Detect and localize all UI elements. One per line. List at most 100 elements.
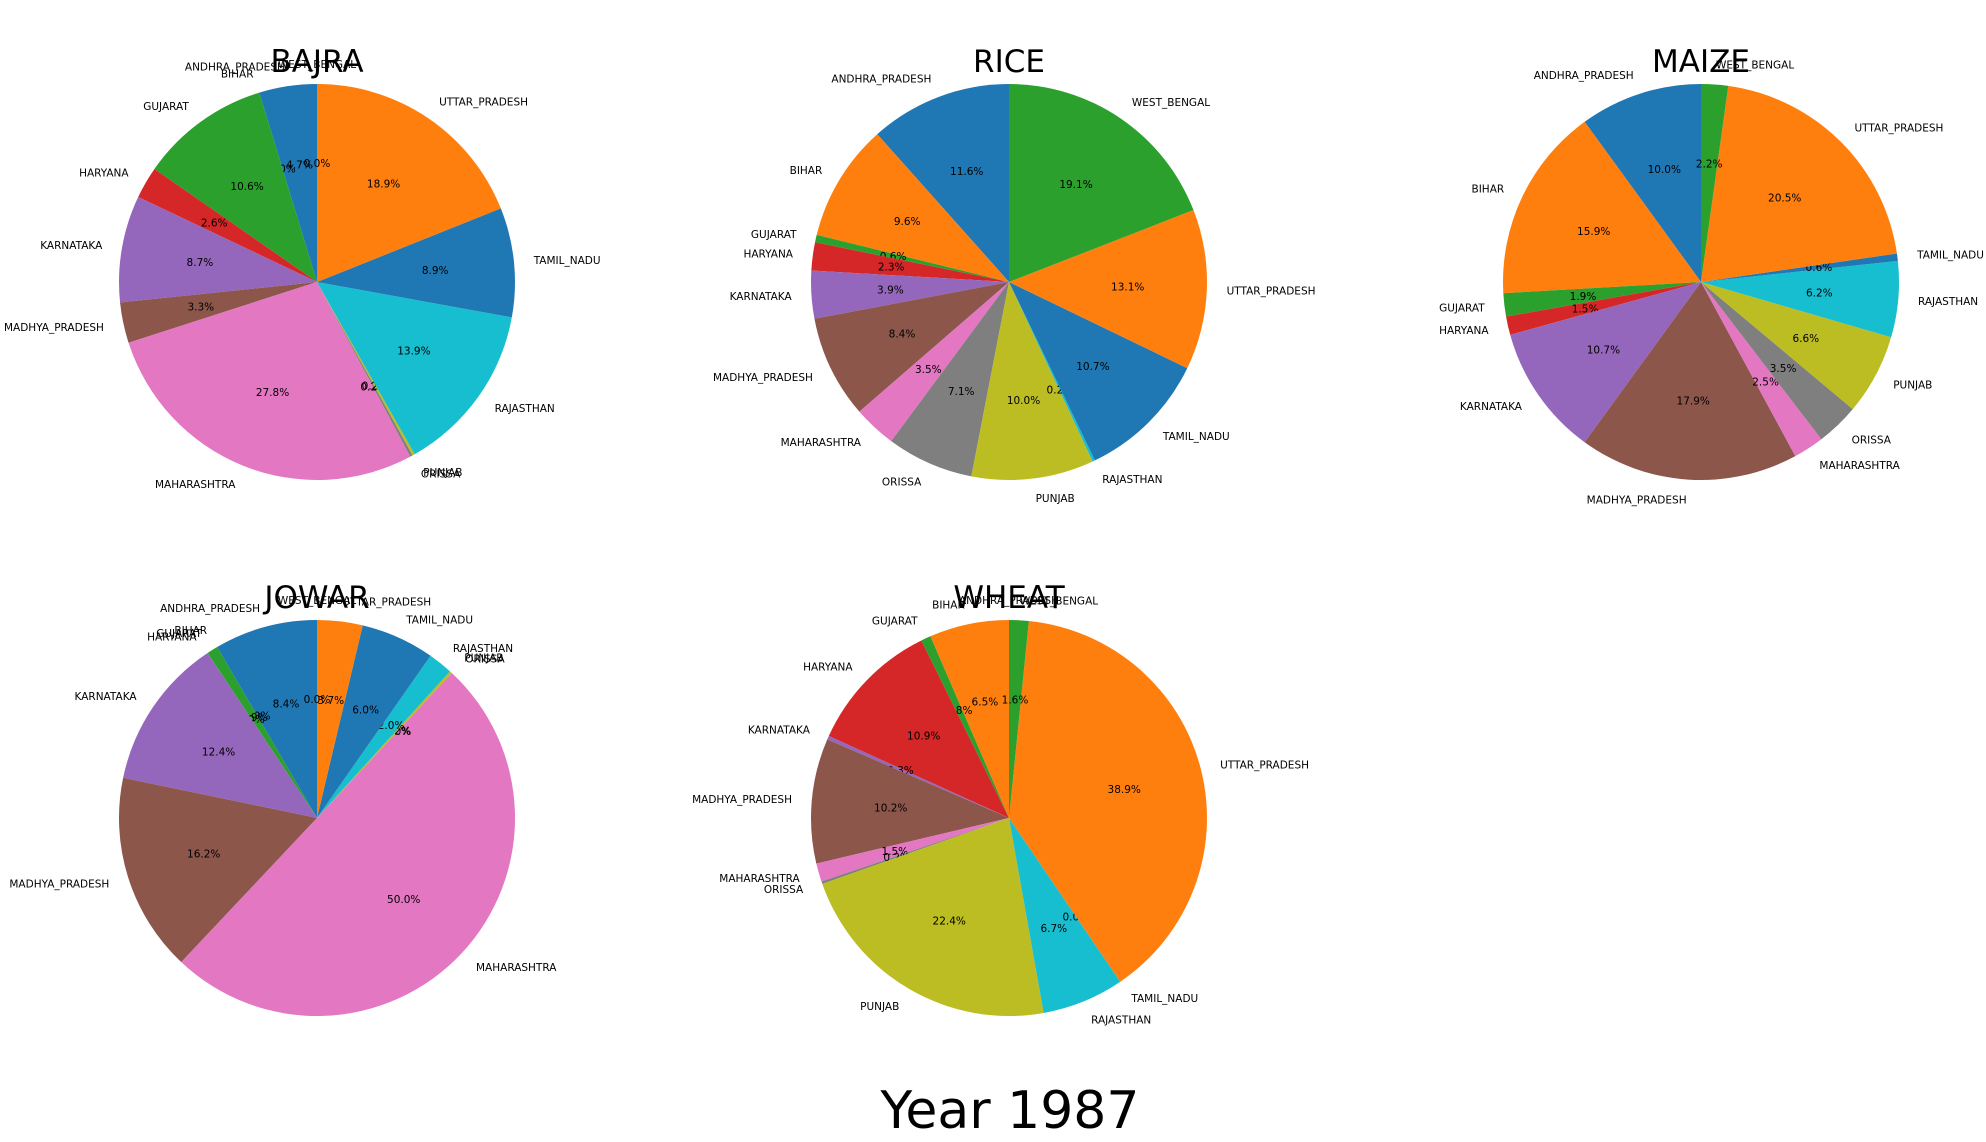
pie-slice-maharashtra: [128, 282, 411, 480]
slice-label-maharashtra: MAHARASHTRA: [476, 962, 557, 974]
slice-pct-west-bengal: 19.1%: [1059, 179, 1092, 191]
slice-label-bihar: BIHAR: [1472, 184, 1505, 196]
pie-slice-karnataka: [119, 196, 318, 303]
slice-label-west-bengal: WEST_BENGAL: [1716, 60, 1794, 72]
pie-slice-gujarat: [1503, 282, 1701, 317]
slice-pct-orissa: 7.1%: [948, 386, 975, 398]
pie-slice-orissa: [317, 282, 413, 457]
slice-label-maharashtra: MAHARASHTRA: [1819, 460, 1900, 472]
slice-label-bihar: BIHAR: [932, 600, 965, 612]
slice-label-andhra-pradesh: ANDHRA_PRADESH: [959, 595, 1059, 607]
slice-label-karnataka: KARNATAKA: [748, 725, 811, 737]
pie-slice-punjab: [317, 671, 452, 818]
slice-label-rajasthan: RAJASTHAN: [495, 403, 555, 415]
slice-label-gujarat: GUJARAT: [872, 615, 918, 627]
slice-label-punjab: PUNJAB: [464, 653, 503, 665]
pie-jowar: JOWARANDHRA_PRADESH8.4%BIHAR0.0%GUJARAT0…: [9, 580, 557, 1017]
pie-slice-gujarat: [154, 92, 317, 282]
slice-pct-uttar-pradesh: 18.9%: [367, 179, 400, 191]
slice-label-andhra-pradesh: ANDHRA_PRADESH: [185, 62, 285, 74]
pie-slice-west-bengal: [1701, 84, 1729, 282]
slice-pct-rajasthan: 2.0%: [378, 720, 405, 732]
slice-pct-rajasthan: 13.9%: [397, 346, 430, 358]
slice-label-gujarat: GUJARAT: [143, 101, 189, 113]
pie-slice-maharashtra: [181, 673, 516, 1017]
slice-pct-west-bengal: 0.0%: [304, 158, 331, 170]
slice-pct-west-bengal: 0.0%: [304, 694, 331, 706]
slice-label-haryana: HARYANA: [803, 661, 853, 673]
slice-label-tamil-nadu: TAMIL_NADU: [1162, 431, 1230, 443]
slice-pct-madhya-pradesh: 10.2%: [874, 803, 907, 815]
pie-title: JOWAR: [262, 580, 369, 616]
pie-slice-punjab: [971, 282, 1093, 480]
pie-slice-karnataka: [810, 270, 1009, 319]
slice-label-punjab: PUNJAB: [860, 1001, 899, 1013]
pie-slice-karnataka: [827, 735, 1009, 818]
pie-slice-andhra-pradesh: [877, 84, 1009, 282]
pie-title: MAIZE: [1652, 44, 1750, 80]
pie-slice-rajasthan: [1009, 282, 1095, 462]
slice-pct-karnataka: 10.7%: [1587, 345, 1620, 357]
slice-label-west-bengal: WEST_BENGAL: [278, 595, 356, 607]
slice-label-maharashtra: MAHARASHTRA: [781, 437, 862, 449]
slice-label-tamil-nadu: TAMIL_NADU: [1916, 250, 1984, 262]
pie-title: BAJRA: [270, 44, 363, 80]
slice-label-uttar-pradesh: UTTAR_PRADESH: [1227, 286, 1316, 298]
slice-pct-gujarat: 10.6%: [230, 181, 263, 193]
slice-label-haryana: HARYANA: [147, 632, 197, 644]
pie-slice-orissa: [891, 282, 1009, 477]
slice-pct-west-bengal: 1.6%: [1002, 694, 1029, 706]
slice-pct-uttar-pradesh: 3.7%: [317, 695, 344, 707]
pie-slice-andhra-pradesh: [1584, 84, 1701, 282]
slice-label-madhya-pradesh: MADHYA_PRADESH: [692, 794, 792, 806]
pie-slice-andhra-pradesh: [217, 620, 317, 818]
pie-slice-tamil-nadu: [1701, 253, 1898, 282]
slice-pct-tamil-nadu: 10.7%: [1076, 361, 1109, 373]
slice-label-madhya-pradesh: MADHYA_PRADESH: [9, 879, 109, 891]
pie-slice-haryana: [828, 640, 1009, 818]
slice-pct-haryana: 10.9%: [907, 730, 940, 742]
pie-slice-rajasthan: [317, 282, 512, 455]
slice-label-west-bengal: WEST_BENGAL: [1020, 596, 1098, 608]
slice-pct-tamil-nadu: 6.0%: [352, 705, 379, 717]
pie-slice-rajasthan: [1009, 818, 1121, 1013]
slice-label-gujarat: GUJARAT: [156, 628, 202, 640]
slice-label-orissa: ORISSA: [882, 476, 922, 488]
slice-pct-bihar: 9.6%: [894, 216, 921, 228]
slice-label-andhra-pradesh: ANDHRA_PRADESH: [160, 603, 260, 615]
slice-pct-andhra-pradesh: 11.6%: [950, 166, 983, 178]
slice-label-gujarat: GUJARAT: [1439, 302, 1485, 314]
slice-pct-bihar: 15.9%: [1577, 226, 1610, 238]
pie-slice-madhya-pradesh: [120, 282, 317, 343]
slice-label-west-bengal: WEST_BENGAL: [278, 59, 356, 71]
pie-slice-madhya-pradesh: [118, 777, 318, 963]
pie-slice-uttar-pradesh: [317, 84, 501, 282]
pie-slice-madhya-pradesh: [814, 282, 1009, 412]
pie-slice-bihar: [816, 134, 1009, 282]
slice-pct-maharashtra: 3.5%: [915, 364, 942, 376]
slice-label-maharashtra: MAHARASHTRA: [719, 873, 800, 885]
slice-pct-karnataka: 12.4%: [202, 746, 235, 758]
pie-slice-madhya-pradesh: [810, 739, 1009, 864]
pie-slice-uttar-pradesh: [1701, 85, 1897, 282]
pie-title: RICE: [973, 44, 1045, 80]
slice-label-tamil-nadu: TAMIL_NADU: [1130, 993, 1198, 1005]
slice-label-tamil-nadu: TAMIL_NADU: [405, 614, 473, 626]
pie-slice-andhra-pradesh: [259, 84, 317, 282]
slice-label-uttar-pradesh: UTTAR_PRADESH: [1220, 760, 1309, 772]
pie-slice-tamil-nadu: [317, 208, 516, 318]
slice-label-tamil-nadu: TAMIL_NADU: [533, 255, 601, 267]
pie-slice-madhya-pradesh: [1584, 282, 1796, 481]
slice-label-rajasthan: RAJASTHAN: [1091, 1015, 1151, 1027]
slice-pct-madhya-pradesh: 16.2%: [187, 849, 220, 861]
slice-label-madhya-pradesh: MADHYA_PRADESH: [4, 322, 104, 334]
pie-charts-group: BAJRAANDHRA_PRADESH4.7%BIHAR0.0%GUJARAT1…: [4, 44, 1984, 1027]
pie-slice-tamil-nadu: [317, 625, 431, 818]
pie-slice-orissa: [1701, 282, 1853, 440]
slice-label-haryana: HARYANA: [743, 249, 793, 261]
slice-label-karnataka: KARNATAKA: [40, 240, 103, 252]
slice-pct-rajasthan: 6.2%: [1806, 287, 1833, 299]
slice-pct-madhya-pradesh: 8.4%: [889, 329, 916, 341]
